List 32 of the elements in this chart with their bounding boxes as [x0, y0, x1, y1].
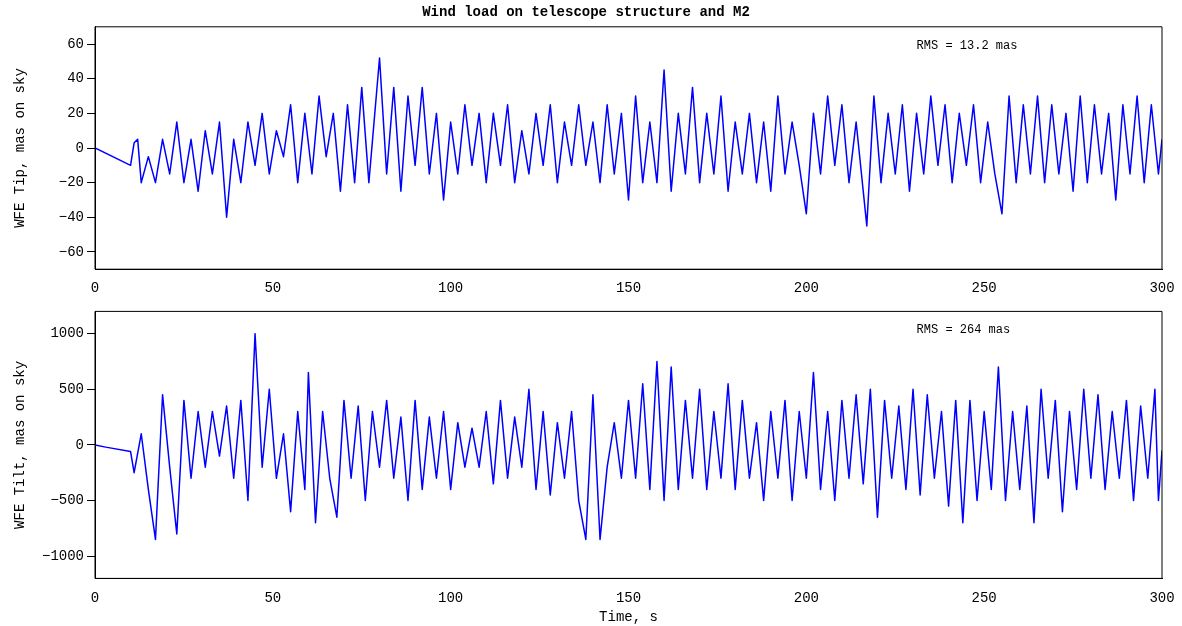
y-tick-label: 60 [67, 35, 84, 52]
chart-title: Wind load on telescope structure and M2 [422, 3, 750, 20]
x-tick-label: 150 [615, 280, 642, 297]
x-tick-label: 250 [971, 280, 997, 297]
x-tick-label: 0 [90, 280, 100, 297]
y-tick-label: 20 [67, 105, 84, 122]
y-tick-label: 500 [58, 380, 84, 397]
y-tick-label: 40 [67, 70, 84, 87]
y-tick-label: −1000 [41, 547, 84, 564]
y-tick-label: 0 [75, 139, 84, 156]
y-tick-label: −40 [58, 208, 84, 225]
y-axis-title: WFE Tip, mas on sky [12, 68, 29, 228]
annotation: RMS = 264 mas [916, 323, 1011, 338]
annotation: RMS = 13.2 mas [916, 38, 1018, 53]
y-tick-label: 1000 [50, 325, 84, 342]
y-tick-label: −500 [50, 492, 84, 509]
x-tick-label: 200 [793, 280, 819, 297]
x-tick-label: 0 [90, 589, 100, 606]
y-axis-title: WFE Tilt, mas on sky [12, 360, 29, 529]
x-tick-label: 300 [1149, 280, 1175, 297]
x-axis-title: Time, s [599, 609, 658, 626]
x-tick-label: 100 [438, 589, 464, 606]
x-tick-label: 50 [264, 280, 282, 297]
x-tick-label: 250 [971, 589, 997, 606]
y-tick-label: 0 [75, 436, 84, 453]
x-tick-label: 50 [264, 589, 282, 606]
x-tick-label: 100 [438, 280, 464, 297]
x-tick-label: 200 [793, 589, 819, 606]
y-tick-label: −60 [58, 243, 84, 260]
x-tick-label: 300 [1149, 589, 1175, 606]
x-tick-label: 150 [615, 589, 642, 606]
y-tick-label: −20 [58, 174, 84, 191]
